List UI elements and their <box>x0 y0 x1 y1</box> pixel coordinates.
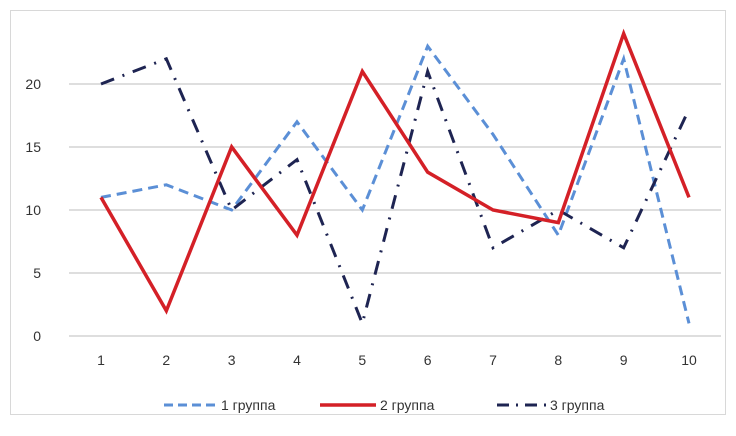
y-tick-label: 0 <box>33 328 41 344</box>
x-tick-label: 4 <box>293 352 301 368</box>
x-tick-label: 9 <box>620 352 628 368</box>
gridlines <box>69 83 721 337</box>
x-tick-label: 1 <box>97 352 105 368</box>
series-group <box>99 28 691 329</box>
x-tick-label: 8 <box>554 352 562 368</box>
series-line-1 <box>100 43 691 324</box>
legend: 1 группа 2 группа 3 группа <box>164 397 605 413</box>
legend-label-1: 1 группа <box>221 397 276 413</box>
line-chart: 0 5 10 15 20 1 2 3 4 5 6 7 8 9 10 1 группа 2 группа 3 гру… <box>25 28 721 413</box>
series-line-3 <box>100 56 691 329</box>
x-tick-label: 3 <box>228 352 236 368</box>
y-tick-label: 20 <box>25 76 41 92</box>
x-tick-label: 10 <box>681 352 697 368</box>
y-axis-ticks: 0 5 10 15 20 <box>25 76 41 344</box>
x-axis-ticks: 1 2 3 4 5 6 7 8 9 10 <box>97 352 697 368</box>
x-tick-label: 2 <box>162 352 170 368</box>
series-line-2 <box>99 28 691 315</box>
legend-label-3: 3 группа <box>550 397 605 413</box>
x-tick-label: 6 <box>424 352 432 368</box>
y-tick-label: 5 <box>33 265 41 281</box>
y-tick-label: 10 <box>25 202 41 218</box>
y-tick-label: 15 <box>25 139 41 155</box>
x-tick-label: 7 <box>489 352 497 368</box>
chart-frame: 0 5 10 15 20 1 2 3 4 5 6 7 8 9 10 1 группа 2 группа 3 гру… <box>10 10 726 415</box>
legend-label-2: 2 группа <box>380 397 435 413</box>
x-tick-label: 5 <box>358 352 366 368</box>
